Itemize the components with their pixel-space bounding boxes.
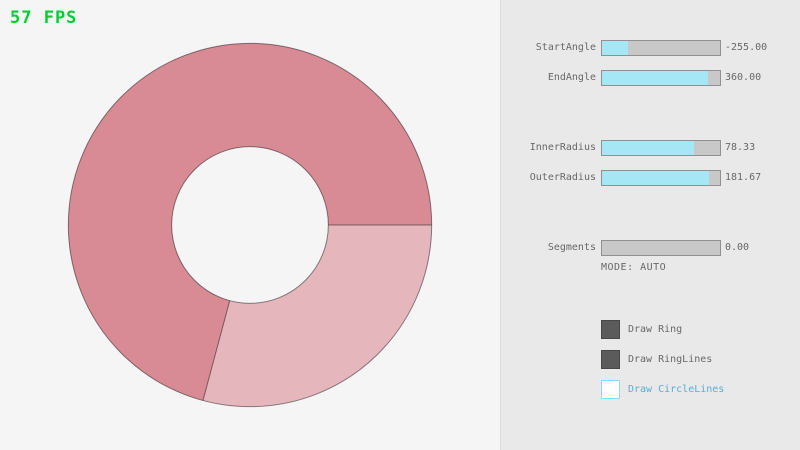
slider-label-startangle: StartAngle (535, 42, 596, 53)
checkbox-draw-circlelines[interactable] (601, 380, 620, 399)
slider-innerradius-fill (602, 141, 695, 155)
fps-counter: 57 FPS (10, 8, 78, 28)
checkbox-label-draw-ringlines: Draw RingLines (628, 354, 713, 365)
slider-value-endangle: 360.00 (725, 72, 762, 83)
slider-label-innerradius: InnerRadius (529, 142, 596, 153)
slider-row-startangle: StartAngle -255.00 (501, 40, 800, 56)
slider-label-outerradius: OuterRadius (529, 172, 596, 183)
ring-overlap (68, 43, 432, 401)
segments-mode-text: MODE: AUTO (601, 262, 667, 273)
checkbox-draw-ring[interactable] (601, 320, 620, 339)
control-panel: StartAngle -255.00 EndAngle 360.00 Inner… (500, 0, 800, 450)
ring-inner-line (171, 146, 329, 304)
slider-row-endangle: EndAngle 360.00 (501, 70, 800, 86)
slider-row-outerradius: OuterRadius 181.67 (501, 170, 800, 186)
ring-figure (67, 42, 433, 408)
ring-cap-start (202, 300, 231, 401)
slider-segments[interactable] (601, 240, 721, 256)
checkbox-label-draw-ring: Draw Ring (628, 324, 683, 335)
slider-startangle[interactable] (601, 40, 721, 56)
slider-endangle-fill (602, 71, 709, 85)
slider-label-endangle: EndAngle (547, 72, 596, 83)
checkbox-label-draw-circlelines: Draw CircleLines (628, 384, 725, 395)
slider-label-segments: Segments (547, 242, 596, 253)
slider-value-innerradius: 78.33 (725, 142, 756, 153)
slider-value-startangle: -255.00 (725, 42, 768, 53)
slider-endangle[interactable] (601, 70, 721, 86)
slider-outerradius[interactable] (601, 170, 721, 186)
slider-innerradius[interactable] (601, 140, 721, 156)
ring-outer-line (67, 42, 433, 408)
slider-row-innerradius: InnerRadius 78.33 (501, 140, 800, 156)
slider-value-segments: 0.00 (725, 242, 750, 253)
slider-value-outerradius: 181.67 (725, 172, 762, 183)
slider-outerradius-fill (602, 171, 710, 185)
checkbox-draw-ringlines[interactable] (601, 350, 620, 369)
slider-row-segments: Segments 0.00 (501, 240, 800, 256)
slider-startangle-fill (602, 41, 628, 55)
